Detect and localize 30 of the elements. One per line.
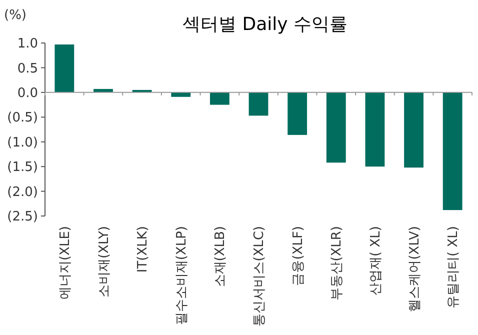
x-tick-label: 필수소비재(XLP) — [174, 226, 190, 326]
x-tick-label: 헬스케어(XLV) — [407, 226, 422, 312]
bar — [210, 92, 230, 105]
bar — [404, 92, 424, 168]
y-tick-label: (0.5) — [7, 110, 38, 126]
y-tick-label: (1.5) — [7, 160, 38, 176]
bar — [442, 92, 462, 210]
x-tick-label: 소재(XLB) — [213, 226, 228, 288]
x-tick-label: 소비재(XLY) — [96, 226, 112, 298]
bar — [288, 92, 308, 135]
y-axis-title: (%) — [4, 8, 26, 23]
y-tick-label: 0.5 — [17, 61, 38, 76]
x-tick-label: 산업재( XL) — [368, 226, 384, 296]
bar — [171, 92, 191, 97]
bar — [54, 44, 74, 92]
y-tick-label: (2.5) — [7, 210, 38, 225]
bar — [326, 92, 346, 163]
bar — [365, 92, 385, 167]
x-tick-label: 부동산(XLR) — [330, 226, 345, 300]
x-tick-label: 에너지(XLE) — [58, 226, 73, 300]
x-tick-label: 통신서비스(XLC) — [252, 226, 268, 326]
x-tick-label: 유틸리티( XL) — [446, 226, 462, 308]
bar — [248, 92, 268, 116]
y-tick-label: 1.0 — [17, 36, 38, 52]
y-tick-label: (2.0) — [7, 184, 38, 200]
chart-title: 섹터별 Daily 수익률 — [182, 14, 348, 35]
y-tick-label: 0.0 — [17, 86, 38, 101]
y-tick-label: (1.0) — [7, 135, 38, 150]
x-tick-label: 금융(XLF) — [290, 226, 306, 286]
x-tick-label: IT(XLK) — [136, 226, 151, 273]
